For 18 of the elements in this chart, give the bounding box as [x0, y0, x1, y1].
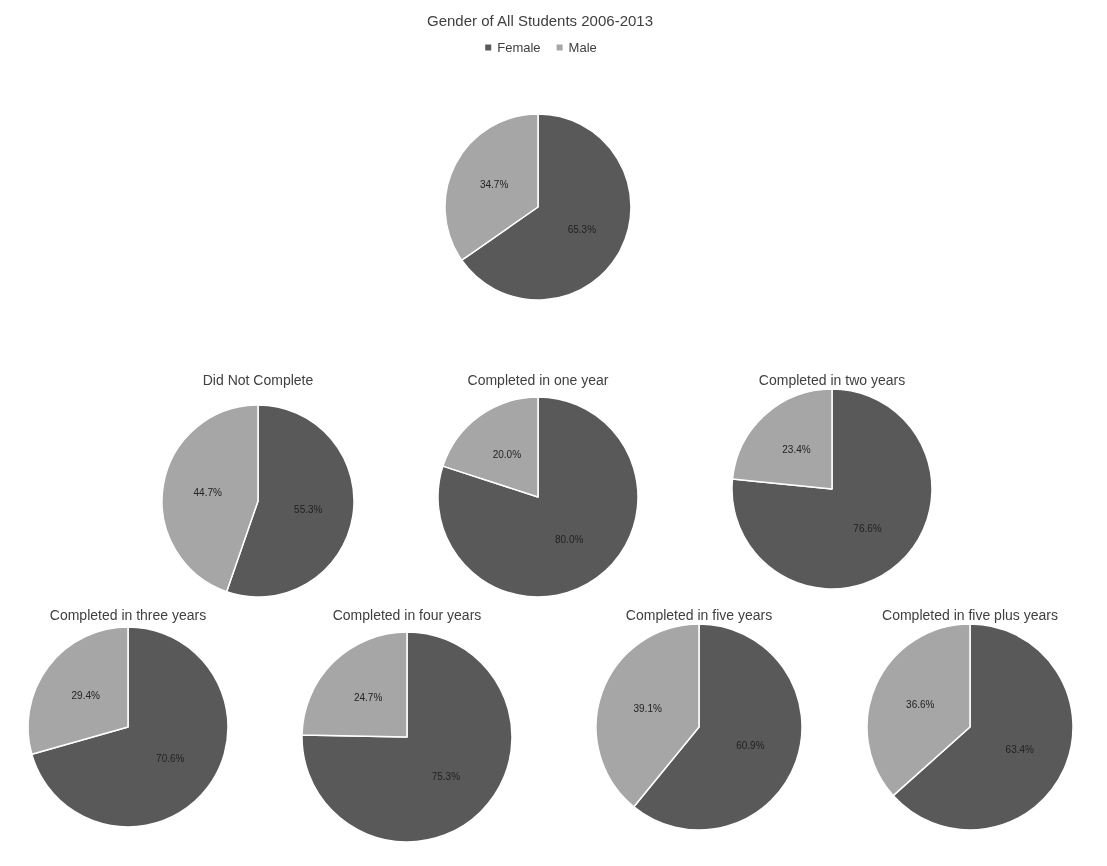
- chart-title: Completed in four years: [332, 607, 482, 623]
- data-label: 23.4%: [782, 444, 811, 456]
- data-label: 29.4%: [71, 689, 100, 701]
- chart-title: Gender of All Students 2006-2013: [427, 12, 653, 29]
- data-label: 20.0%: [492, 448, 522, 460]
- data-label: 39.1%: [633, 703, 662, 715]
- legend-label: Female: [497, 40, 541, 55]
- data-label: 36.6%: [906, 699, 935, 711]
- chart-title: Completed in one year: [467, 372, 609, 388]
- chart-title: Completed in five years: [625, 607, 773, 623]
- chart-title: Completed in two years: [758, 372, 906, 388]
- chart-title: Completed in five plus years: [882, 607, 1058, 623]
- data-label: 44.7%: [193, 487, 222, 499]
- data-label: 24.7%: [353, 691, 383, 703]
- chart-title: Completed in three years: [49, 607, 207, 623]
- chart-title: Did Not Complete: [202, 372, 314, 388]
- legend-label: Male: [568, 40, 597, 55]
- data-label: 34.7%: [479, 178, 509, 190]
